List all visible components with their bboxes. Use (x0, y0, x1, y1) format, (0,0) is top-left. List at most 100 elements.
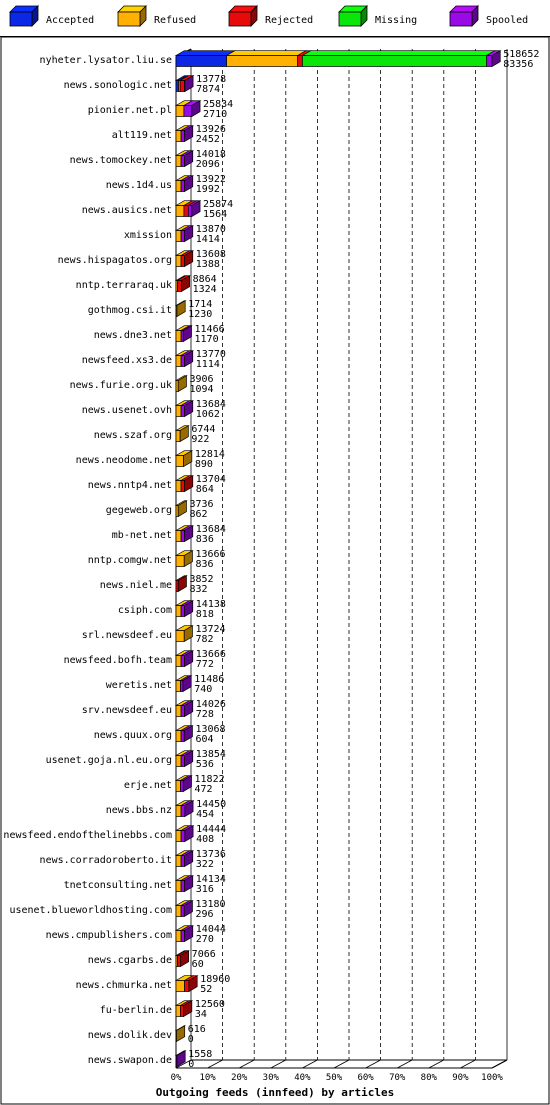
bar-segment-spooled (180, 855, 185, 867)
bar-segment-refused (175, 880, 182, 892)
bar-segment-rejected (179, 80, 185, 92)
x-tick-label: 80% (421, 1073, 438, 1083)
category-label: news.usenet.ovh (82, 405, 172, 416)
category-label: news.hispagatos.org (58, 255, 172, 266)
bar-segment-refused (175, 805, 182, 817)
data-label-total: 8864 (193, 274, 217, 285)
data-label-accepted: 408 (196, 834, 214, 845)
data-label-total: 13854 (196, 749, 226, 760)
data-label-accepted: 296 (195, 909, 213, 920)
category-label: nyheter.lysator.liu.se (40, 55, 172, 66)
x-tick-mark (175, 1059, 192, 1069)
bar-side-face (177, 500, 187, 518)
data-label-total: 11466 (195, 324, 225, 335)
bar-side-face (182, 775, 192, 793)
data-label-total: 13068 (195, 724, 225, 735)
bar-segment-accepted (175, 80, 179, 92)
bar-segment-rejected (180, 255, 185, 267)
bar-segment-refused (175, 330, 182, 342)
bar-side-face (184, 75, 194, 93)
legend-label-rejected: Rejected (265, 15, 313, 26)
category-label: news.corradoroberto.it (40, 855, 172, 866)
legend-label-refused: Refused (154, 15, 196, 26)
data-label-total: 25834 (203, 99, 233, 110)
data-label-total: 13922 (196, 174, 226, 185)
category-label: news.cgarbs.de (88, 955, 172, 966)
data-label-total: 25874 (203, 199, 233, 210)
bar-segment-spooled (180, 355, 185, 367)
bar-segment-spooled (180, 405, 185, 417)
data-label-total: 13666 (195, 549, 225, 560)
category-label: newsfeed.bofh.team (64, 655, 172, 666)
x-tick-mark (239, 1059, 255, 1069)
data-label-accepted: 1324 (193, 284, 217, 295)
data-label-accepted: 1062 (196, 409, 220, 420)
bar-segment-spooled (180, 755, 185, 767)
data-label-total: 13684 (196, 524, 226, 535)
data-label-accepted: 818 (196, 609, 214, 620)
x-tick-label: 60% (357, 1073, 374, 1083)
category-label: newsfeed.endofthelinebbs.com (3, 830, 172, 841)
data-label-accepted: 34 (195, 1009, 207, 1020)
bar-segment-refused (175, 930, 182, 942)
x-tick-mark (491, 1059, 508, 1069)
bar-side-face (184, 400, 194, 418)
bar-side-face (179, 425, 189, 443)
x-tick-label: 30% (263, 1073, 280, 1083)
category-label: news.dne3.net (94, 330, 172, 341)
x-tick-label: 10% (199, 1073, 216, 1083)
bar-segment-spooled (180, 780, 184, 792)
category-label: usenet.goja.nl.eu.org (46, 755, 172, 766)
data-label-total: 13684 (196, 399, 226, 410)
bar-segment-rejected (177, 955, 181, 967)
data-label-accepted: 890 (195, 459, 213, 470)
bar-segment-rejected (180, 1005, 184, 1017)
bar-segment-accepted (175, 55, 227, 67)
data-label-total: 13870 (196, 224, 226, 235)
category-label: news.cmpublishers.com (46, 930, 172, 941)
category-label: news.nntp4.net (88, 480, 172, 491)
data-label-accepted: 836 (196, 534, 214, 545)
bar-segment-spooled (180, 655, 185, 667)
bar-side-face (184, 525, 194, 543)
bar-segment-refused (175, 630, 185, 642)
bar-segment-rejected (180, 480, 185, 492)
data-label-total: 14450 (196, 799, 226, 810)
data-label-total: 14138 (196, 599, 226, 610)
x-tick-mark (365, 1059, 381, 1069)
legend-swatch-missing (338, 11, 362, 27)
data-label-total: 12814 (195, 449, 225, 460)
data-label-accepted: 864 (196, 484, 214, 495)
bar-segment-spooled (486, 55, 493, 67)
data-label-total: 11822 (195, 774, 225, 785)
bar-side-face (184, 175, 194, 193)
data-label-accepted: 1414 (196, 234, 220, 245)
data-label-total: 7066 (192, 949, 216, 960)
bar-side-face (183, 450, 193, 468)
category-label: news.ausics.net (82, 205, 172, 216)
x-tick-label: 40% (294, 1073, 311, 1083)
data-label-accepted: 922 (191, 434, 209, 445)
x-tick-mark (333, 1059, 350, 1069)
bar-segment-refused (226, 55, 299, 67)
data-label-total: 13724 (195, 624, 225, 635)
data-label-total: 13736 (196, 849, 226, 860)
bar-segment-spooled (180, 530, 185, 542)
data-label-accepted: 454 (196, 809, 214, 820)
bar-segment-rejected (184, 980, 190, 992)
bar-side-face (183, 900, 193, 918)
x-axis-label: Outgoing feeds (innfeed) by articles (156, 1086, 394, 1099)
data-label-accepted: 0 (188, 1034, 194, 1045)
